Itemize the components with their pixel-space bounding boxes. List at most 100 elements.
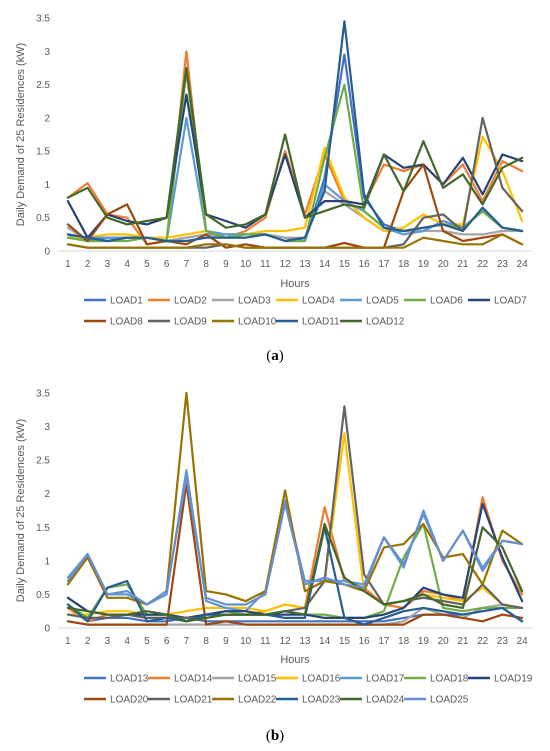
legend-item-load18: LOAD18	[404, 674, 469, 685]
caption-close: )	[279, 348, 284, 364]
x-tick-label: 15	[339, 636, 351, 647]
x-tick-label: 7	[184, 259, 190, 270]
x-tick-label: 13	[299, 636, 311, 647]
legend-item-load4: LOAD4	[276, 296, 335, 307]
y-tick-label: 0.5	[36, 213, 50, 224]
y-tick-label: 0	[44, 247, 50, 258]
series-line-load10	[66, 233, 524, 249]
y-tick-label: 3.5	[36, 14, 50, 25]
legend-label: LOAD4	[302, 296, 335, 307]
series-line-load23	[66, 526, 524, 626]
y-tick-label: 3	[44, 47, 50, 58]
legend-item-load17: LOAD17	[340, 674, 405, 685]
caption-open: (	[266, 348, 271, 364]
legend-label: LOAD21	[174, 695, 213, 706]
legend-label: LOAD18	[430, 674, 469, 685]
y-tick-label: 0.5	[36, 590, 50, 601]
x-tick-label: 4	[124, 636, 130, 647]
figure-caption: (a)	[266, 348, 284, 364]
legend-item-load5: LOAD5	[340, 296, 399, 307]
y-tick-label: 2.5	[36, 456, 50, 467]
legend-label: LOAD5	[366, 296, 399, 307]
x-tick-label: 2	[85, 259, 91, 270]
series-line-load11	[66, 20, 524, 243]
legend-label: LOAD2	[174, 296, 207, 307]
x-tick-label: 5	[144, 259, 150, 270]
legend-label: LOAD24	[366, 695, 405, 706]
legend-label: LOAD15	[238, 674, 277, 685]
legend-label: LOAD19	[494, 674, 533, 685]
legend-label: LOAD14	[174, 674, 213, 685]
series-line-load12	[66, 66, 524, 229]
x-tick-label: 6	[164, 636, 170, 647]
legend-item-load1: LOAD1	[84, 296, 143, 307]
y-tick-label: 2	[44, 113, 50, 124]
x-tick-label: 18	[398, 259, 410, 270]
x-tick-label: 5	[144, 636, 150, 647]
legend-item-load19: LOAD19	[468, 674, 533, 685]
x-tick-label: 9	[223, 636, 229, 647]
legend-label: LOAD16	[302, 674, 341, 685]
x-tick-label: 21	[457, 259, 469, 270]
y-axis-title: Daily Demand of 25 Residences (kW)	[15, 43, 27, 226]
legend-label: LOAD1	[110, 296, 143, 307]
series-line-load6	[66, 70, 524, 243]
x-tick-label: 22	[477, 636, 489, 647]
x-axis-title: Hours	[280, 654, 310, 666]
chart-2: 00.511.522.533.51 2 3 4 5 6 7 8 9 10 11 12 13 14 15 16 1…	[15, 389, 533, 745]
x-tick-label: 17	[378, 259, 390, 270]
series-line-load25	[66, 475, 524, 606]
legend-item-load13: LOAD13	[84, 674, 149, 685]
x-tick-label: 14	[319, 259, 331, 270]
x-axis-title: Hours	[280, 278, 310, 290]
x-tick-label: 19	[418, 636, 430, 647]
x-tick-label: 1	[65, 259, 71, 270]
x-tick-label: 3	[105, 636, 111, 647]
y-tick-label: 0	[44, 624, 50, 635]
series-line-load1	[66, 53, 524, 243]
caption-close: )	[279, 728, 284, 744]
series-line-load7	[66, 93, 524, 239]
x-tick-label: 15	[339, 259, 351, 270]
y-tick-label: 3.5	[36, 389, 50, 400]
legend-item-load15: LOAD15	[212, 674, 277, 685]
x-tick-label: 16	[359, 636, 371, 647]
x-tick-label: 19	[418, 259, 430, 270]
series-line-load22	[66, 391, 524, 606]
legend-item-load10: LOAD10	[212, 317, 277, 328]
legend-item-load21: LOAD21	[148, 695, 213, 706]
legend-item-load6: LOAD6	[404, 296, 463, 307]
legend-label: LOAD23	[302, 695, 341, 706]
legend-label: LOAD8	[110, 317, 143, 328]
x-tick-label: 6	[164, 259, 170, 270]
legend-label: LOAD22	[238, 695, 277, 706]
x-tick-label: 1	[65, 636, 71, 647]
y-tick-label: 2	[44, 489, 50, 500]
legend-item-load16: LOAD16	[276, 674, 341, 685]
y-tick-label: 1.5	[36, 147, 50, 158]
legend-item-load12: LOAD12	[340, 317, 405, 328]
series-line-load3	[66, 190, 524, 243]
x-tick-label: 14	[319, 636, 331, 647]
series-line-load2	[66, 50, 524, 246]
x-tick-label: 12	[280, 259, 292, 270]
x-tick-label: 11	[260, 259, 271, 270]
legend-label: LOAD13	[110, 674, 149, 685]
legend-item-load25: LOAD25	[404, 695, 469, 706]
legend-item-load7: LOAD7	[468, 296, 527, 307]
caption-letter: a	[271, 348, 279, 364]
series-line-load24	[66, 522, 524, 623]
x-tick-label: 8	[203, 636, 209, 647]
x-tick-label: 8	[203, 259, 209, 270]
y-tick-label: 1	[44, 556, 50, 567]
x-tick-label: 11	[260, 636, 271, 647]
x-tick-label: 2	[85, 636, 91, 647]
x-tick-label: 18	[398, 636, 410, 647]
x-tick-label: 10	[240, 259, 252, 270]
legend-item-load22: LOAD22	[212, 695, 277, 706]
legend-label: LOAD9	[174, 317, 207, 328]
x-tick-label: 12	[280, 636, 292, 647]
x-tick-label: 4	[124, 259, 130, 270]
x-tick-label: 22	[477, 259, 489, 270]
x-tick-label: 7	[184, 636, 190, 647]
